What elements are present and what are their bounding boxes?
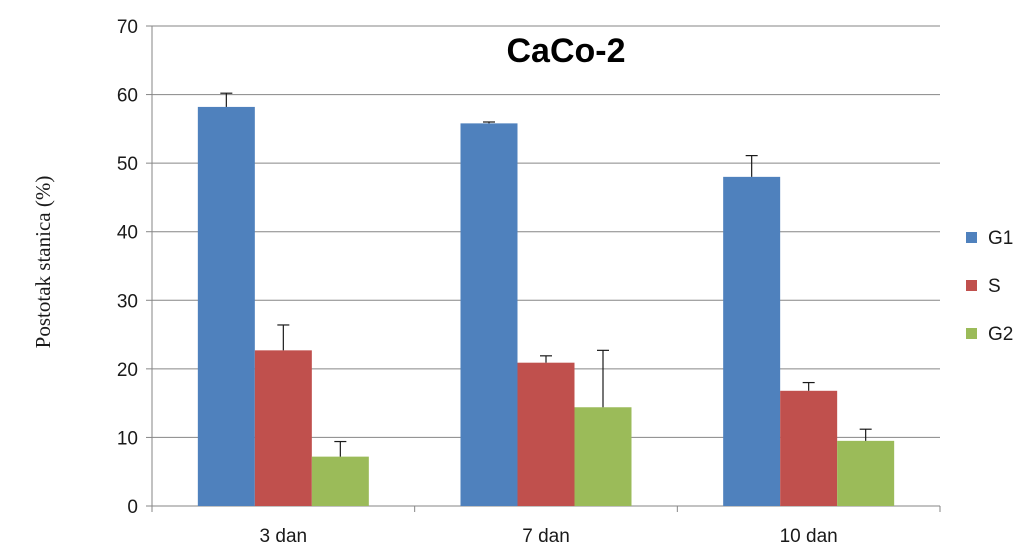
bars <box>197 106 895 507</box>
error-bars <box>220 92 872 457</box>
legend: G1 S G2 <box>966 228 1013 345</box>
legend-swatch-g2 <box>966 328 977 339</box>
bar-g2 <box>574 407 632 506</box>
y-axis-label: Postotak stanica (%) <box>31 176 55 349</box>
bar-s <box>517 362 575 506</box>
y-tick-label: 30 <box>117 291 138 312</box>
legend-label-s: S <box>988 276 1001 297</box>
bar-g2 <box>837 440 895 506</box>
x-tick-label: 7 dan <box>522 526 570 547</box>
y-tick-label: 10 <box>117 428 138 449</box>
y-tick-label: 20 <box>117 360 138 381</box>
chart-title: CaCo-2 <box>506 32 625 70</box>
x-tick-label: 10 dan <box>780 526 838 547</box>
legend-swatch-s <box>966 280 977 291</box>
bar-g2 <box>311 456 369 506</box>
y-tick-label: 60 <box>117 86 138 107</box>
y-tick-label: 50 <box>117 154 138 175</box>
y-tick-label: 40 <box>117 223 138 244</box>
bar-g1 <box>460 123 518 506</box>
x-tick-label: 3 dan <box>260 526 308 547</box>
x-tick-labels: 3 dan 7 dan 10 dan <box>260 526 838 547</box>
legend-label-g1: G1 <box>988 228 1013 249</box>
legend-label-g2: G2 <box>988 324 1013 345</box>
y-tick-labels: 0 10 20 30 40 50 60 70 <box>117 17 138 518</box>
bar-s <box>254 350 312 506</box>
y-tick-label: 0 <box>127 497 138 518</box>
bar-g1 <box>197 106 255 507</box>
legend-swatch-g1 <box>966 232 977 243</box>
bar-g1 <box>723 176 781 506</box>
bar-s <box>780 390 838 506</box>
y-tick-label: 70 <box>117 17 138 38</box>
